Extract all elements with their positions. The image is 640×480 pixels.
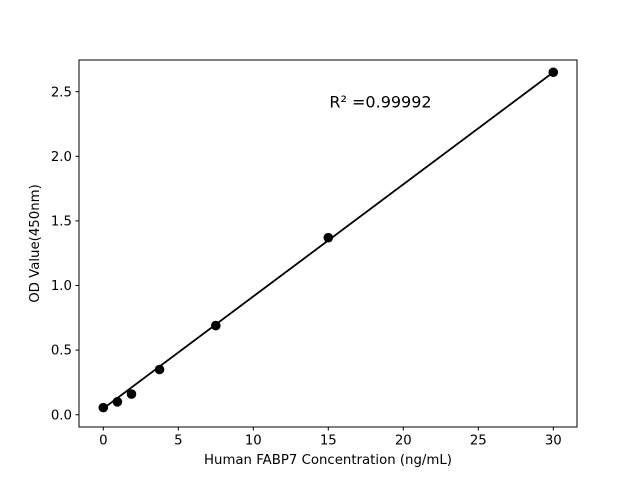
data-point (112, 397, 123, 407)
x-tick-label: 0 (99, 434, 107, 449)
y-tick-label: 0.5 (51, 344, 72, 359)
x-tick-label: 25 (470, 434, 487, 449)
x-axis-ticks: 0 5 10 15 20 25 30 (99, 427, 562, 449)
x-tick-label: 5 (174, 434, 182, 449)
y-tick-label: 2.0 (51, 150, 72, 165)
data-point (126, 389, 137, 399)
y-tick-label: 1.5 (51, 214, 72, 229)
x-tick-label: 15 (320, 434, 337, 449)
data-point (154, 364, 165, 375)
x-tick-label: 10 (245, 434, 262, 449)
y-axis-ticks: 0.0 0.5 1.0 1.5 2.0 2.5 (51, 85, 79, 423)
y-axis-label: OD Value(450nm) (28, 184, 43, 303)
r-squared-annotation: R² =0.99992 (329, 93, 431, 112)
y-tick-label: 0.0 (51, 408, 72, 423)
y-tick-label: 1.0 (51, 279, 72, 294)
x-tick-label: 30 (545, 434, 562, 449)
data-point (98, 402, 109, 413)
y-tick-label: 2.5 (51, 85, 72, 100)
x-axis-label: Human FABP7 Concentration (ng/mL) (204, 453, 452, 468)
data-point (211, 320, 221, 331)
x-tick-label: 20 (395, 434, 412, 449)
data-point (548, 67, 559, 78)
data-point (323, 232, 334, 243)
data-points (98, 67, 559, 413)
